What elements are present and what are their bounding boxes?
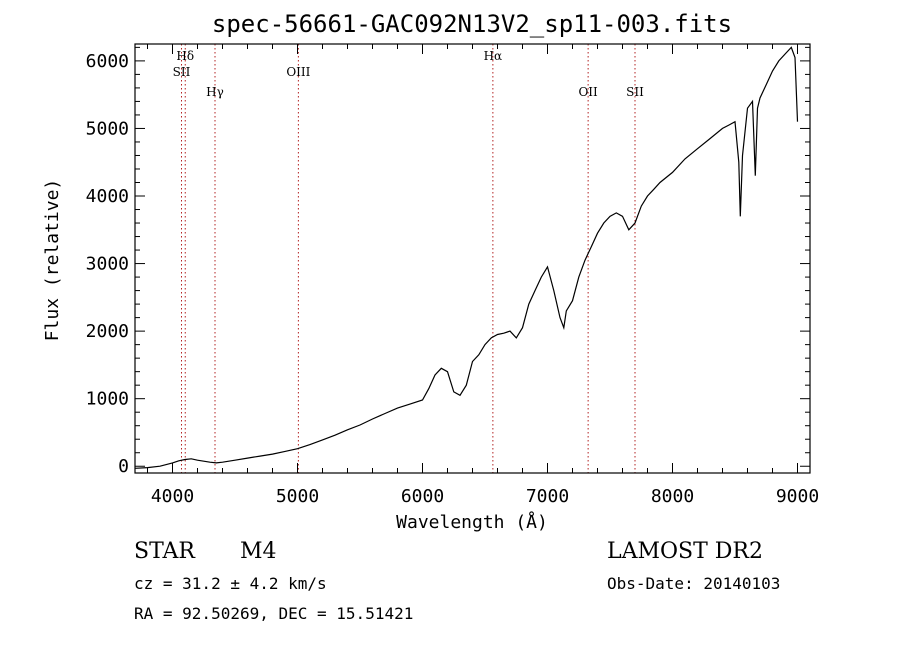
x-tick-label: 7000: [526, 486, 569, 507]
y-tick-label: 1000: [86, 389, 129, 410]
spectral-line-label: Hδ: [176, 49, 194, 63]
spectral-line-label: OII: [578, 85, 598, 99]
y-tick-label: 3000: [86, 254, 129, 275]
ra-dec-coordinates: RA = 92.50269, DEC = 15.51421: [134, 604, 413, 623]
spectral-line-label: OIII: [286, 65, 310, 79]
y-tick-label: 5000: [86, 118, 129, 139]
spectrum-line: [134, 46, 799, 469]
plot-frame: [134, 43, 811, 474]
observation-date: Obs-Date: 20140103: [607, 574, 780, 593]
spectral-line-label: SII: [173, 65, 191, 79]
x-tick-label: 9000: [776, 486, 819, 507]
x-tick-label: 8000: [651, 486, 694, 507]
chart-title: spec-56661-GAC092N13V2_sp11-003.fits: [212, 10, 732, 38]
x-tick-label: 6000: [401, 486, 444, 507]
spectral-line-label: SII: [626, 85, 644, 99]
spectral-line-label: Hγ: [206, 85, 224, 99]
plot-area: Hδ SII Hγ OIII Hα OII SII 4000 5000 6000 7000 8000 9…: [86, 43, 819, 507]
survey-name: LAMOST DR2: [607, 539, 763, 564]
y-tick-label: 2000: [86, 321, 129, 342]
object-class: STAR: [134, 539, 196, 564]
x-tick-label: 5000: [276, 486, 319, 507]
y-tick-label: 6000: [86, 51, 129, 72]
x-axis-label: Wavelength (Å): [396, 511, 548, 533]
object-subclass: M4: [240, 539, 277, 564]
y-tick-label: 4000: [86, 186, 129, 207]
x-tick-label: 4000: [151, 486, 194, 507]
spectral-line-label: Hα: [484, 49, 503, 63]
y-axis-label: Flux (relative): [42, 179, 63, 342]
redshift-cz: cz = 31.2 ± 4.2 km/s: [134, 574, 327, 593]
y-tick-label: 0: [118, 456, 129, 477]
